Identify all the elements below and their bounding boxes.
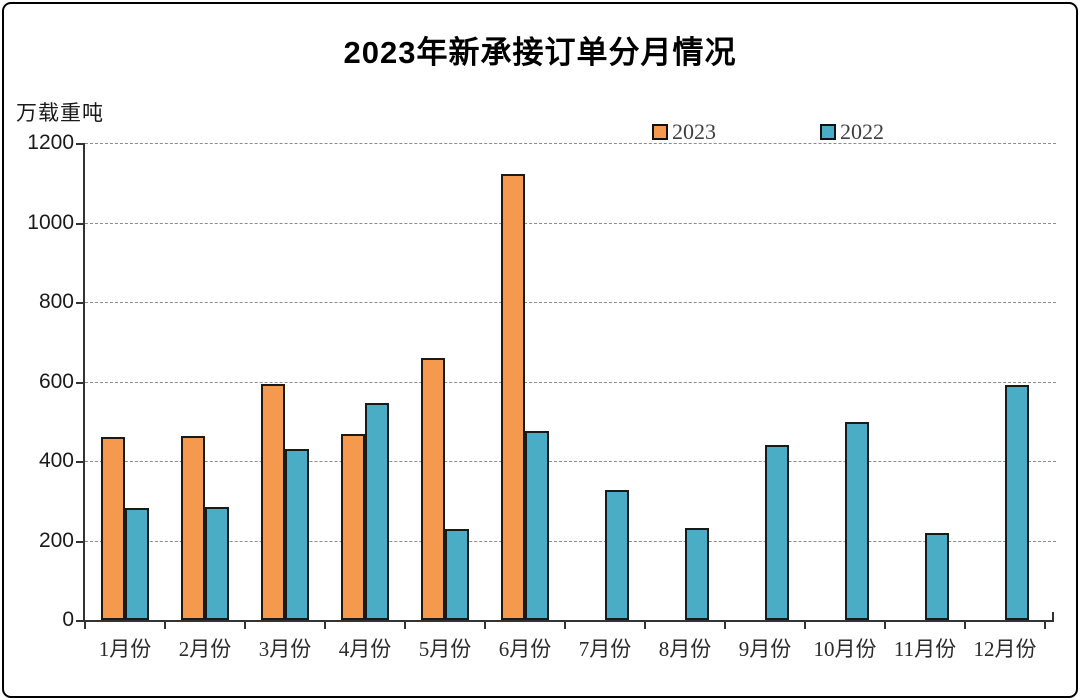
y-tick-label-200: 200 <box>38 528 74 552</box>
legend-label-2023: 2023 <box>672 119 716 144</box>
y-axis-unit-label: 万载重吨 <box>16 102 104 125</box>
gridline-400 <box>85 461 1056 462</box>
x-tick-label-9月份: 9月份 <box>738 637 792 661</box>
chart-title: 2023年新承接订单分月情况 <box>343 35 737 70</box>
x-tick-8 <box>724 622 726 629</box>
y-tick-0 <box>76 620 83 622</box>
x-tick-2 <box>244 622 246 629</box>
y-axis-line <box>83 143 85 622</box>
x-tick-5 <box>484 622 486 629</box>
y-tick-1200 <box>76 143 83 145</box>
y-tick-1000 <box>76 222 83 225</box>
x-tick-6 <box>564 622 566 629</box>
bar-2022-2月份 <box>205 506 229 620</box>
x-tick-11 <box>964 622 966 629</box>
y-tick-600 <box>76 381 83 384</box>
bar-2022-6月份 <box>525 430 549 620</box>
bar-2022-11月份 <box>925 532 949 620</box>
bar-2023-2月份 <box>181 435 205 620</box>
x-tick-label-6月份: 6月份 <box>498 637 552 661</box>
x-tick-label-11月份: 11月份 <box>893 637 957 661</box>
gridline-800 <box>85 302 1056 303</box>
x-tick-label-2月份: 2月份 <box>178 637 232 661</box>
bar-2023-1月份 <box>101 436 125 620</box>
x-tick-label-12月份: 12月份 <box>973 637 1037 661</box>
x-tick-3 <box>324 622 326 629</box>
gridline-1000 <box>85 222 1056 224</box>
gridline-200 <box>85 540 1056 542</box>
y-tick-label-1200: 1200 <box>27 131 74 154</box>
y-tick-label-1000: 1000 <box>27 210 74 234</box>
bar-2023-6月份 <box>501 174 525 620</box>
legend: 2023 2022 <box>0 120 1080 144</box>
x-tick-label-10月份: 10月份 <box>813 637 877 661</box>
legend-entry-2022: 2022 <box>820 120 884 144</box>
x-tick-9 <box>804 622 806 629</box>
y-tick-label-400: 400 <box>38 449 74 472</box>
legend-swatch-2023-icon <box>652 124 668 140</box>
gridline-1200 <box>85 143 1056 144</box>
x-tick-7 <box>644 622 646 629</box>
x-tick-4 <box>404 622 406 629</box>
bar-2022-3月份 <box>285 449 309 620</box>
bar-2022-7月份 <box>605 490 629 620</box>
x-tick-12 <box>1044 622 1046 629</box>
x-tick-label-7月份: 7月份 <box>578 637 632 661</box>
bar-2022-12月份 <box>1005 384 1029 620</box>
bar-2023-5月份 <box>421 357 445 620</box>
bar-2023-3月份 <box>261 384 285 620</box>
bar-2022-4月份 <box>365 402 389 620</box>
legend-swatch-2022-icon <box>820 124 836 140</box>
x-tick-label-1月份: 1月份 <box>98 637 152 661</box>
y-tick-label-600: 600 <box>38 369 74 393</box>
bar-2022-10月份 <box>845 422 869 620</box>
x-tick-label-4月份: 4月份 <box>338 637 392 661</box>
bar-2022-5月份 <box>445 528 469 620</box>
legend-entry-2023: 2023 <box>652 120 716 144</box>
plot-area <box>76 143 1056 629</box>
gridline-600 <box>85 381 1056 383</box>
x-tick-label-8月份: 8月份 <box>658 637 712 661</box>
y-tick-200 <box>76 540 83 543</box>
y-tick-label-0: 0 <box>62 608 74 631</box>
x-tick-10 <box>884 622 886 629</box>
x-tick-1 <box>164 622 166 629</box>
y-tick-800 <box>76 302 83 304</box>
bar-2022-8月份 <box>685 527 709 620</box>
y-tick-label-800: 800 <box>38 290 74 313</box>
x-tick-label-3月份: 3月份 <box>258 637 312 661</box>
bar-2022-1月份 <box>125 508 149 620</box>
legend-label-2022: 2022 <box>840 119 884 144</box>
bar-2023-4月份 <box>341 434 365 620</box>
x-axis-end-stub <box>1052 612 1054 620</box>
x-tick-0 <box>84 622 86 629</box>
x-axis-line <box>83 620 1054 622</box>
y-tick-400 <box>76 461 83 463</box>
x-tick-label-5月份: 5月份 <box>418 637 472 661</box>
bar-2022-9月份 <box>765 445 789 620</box>
